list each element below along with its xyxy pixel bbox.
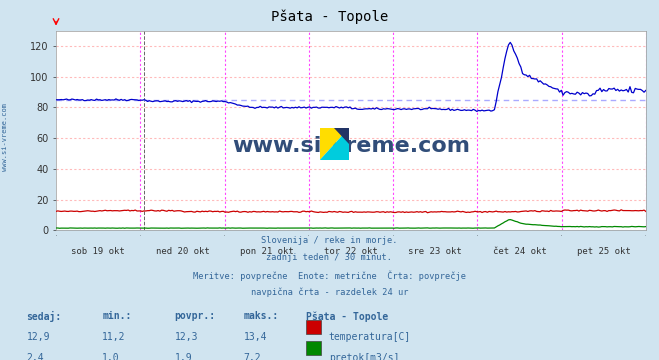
Text: 7,2: 7,2 (244, 353, 262, 360)
Text: ned 20 okt: ned 20 okt (156, 247, 210, 256)
Text: 12,9: 12,9 (26, 332, 50, 342)
Text: pretok[m3/s]: pretok[m3/s] (329, 353, 399, 360)
Text: min.:: min.: (102, 311, 132, 321)
Text: 13,4: 13,4 (244, 332, 268, 342)
Polygon shape (335, 128, 349, 144)
Text: pet 25 okt: pet 25 okt (577, 247, 631, 256)
Text: maks.:: maks.: (244, 311, 279, 321)
Text: 1,9: 1,9 (175, 353, 192, 360)
Text: tor 22 okt: tor 22 okt (324, 247, 378, 256)
Text: navpična črta - razdelek 24 ur: navpična črta - razdelek 24 ur (251, 288, 408, 297)
Text: Pšata - Topole: Pšata - Topole (306, 311, 389, 322)
Text: 2,4: 2,4 (26, 353, 44, 360)
Text: povpr.:: povpr.: (175, 311, 215, 321)
Text: pon 21 okt: pon 21 okt (240, 247, 293, 256)
Text: sre 23 okt: sre 23 okt (409, 247, 462, 256)
Text: 11,2: 11,2 (102, 332, 126, 342)
Text: www.si-vreme.com: www.si-vreme.com (232, 136, 470, 157)
Text: temperatura[C]: temperatura[C] (329, 332, 411, 342)
Text: www.si-vreme.com: www.si-vreme.com (2, 103, 9, 171)
Polygon shape (320, 128, 349, 160)
Polygon shape (320, 128, 349, 160)
Text: sedaj:: sedaj: (26, 311, 61, 323)
Text: Slovenija / reke in morje.: Slovenija / reke in morje. (261, 236, 398, 245)
Text: zadnji teden / 30 minut.: zadnji teden / 30 minut. (266, 253, 393, 262)
Text: 1,0: 1,0 (102, 353, 120, 360)
Text: sob 19 okt: sob 19 okt (71, 247, 125, 256)
Text: Pšata - Topole: Pšata - Topole (271, 9, 388, 23)
Text: čet 24 okt: čet 24 okt (492, 247, 546, 256)
Text: Meritve: povprečne  Enote: metrične  Črta: povprečje: Meritve: povprečne Enote: metrične Črta:… (193, 270, 466, 281)
Text: 12,3: 12,3 (175, 332, 198, 342)
